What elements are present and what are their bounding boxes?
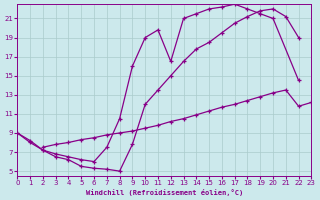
X-axis label: Windchill (Refroidissement éolien,°C): Windchill (Refroidissement éolien,°C)	[86, 189, 243, 196]
